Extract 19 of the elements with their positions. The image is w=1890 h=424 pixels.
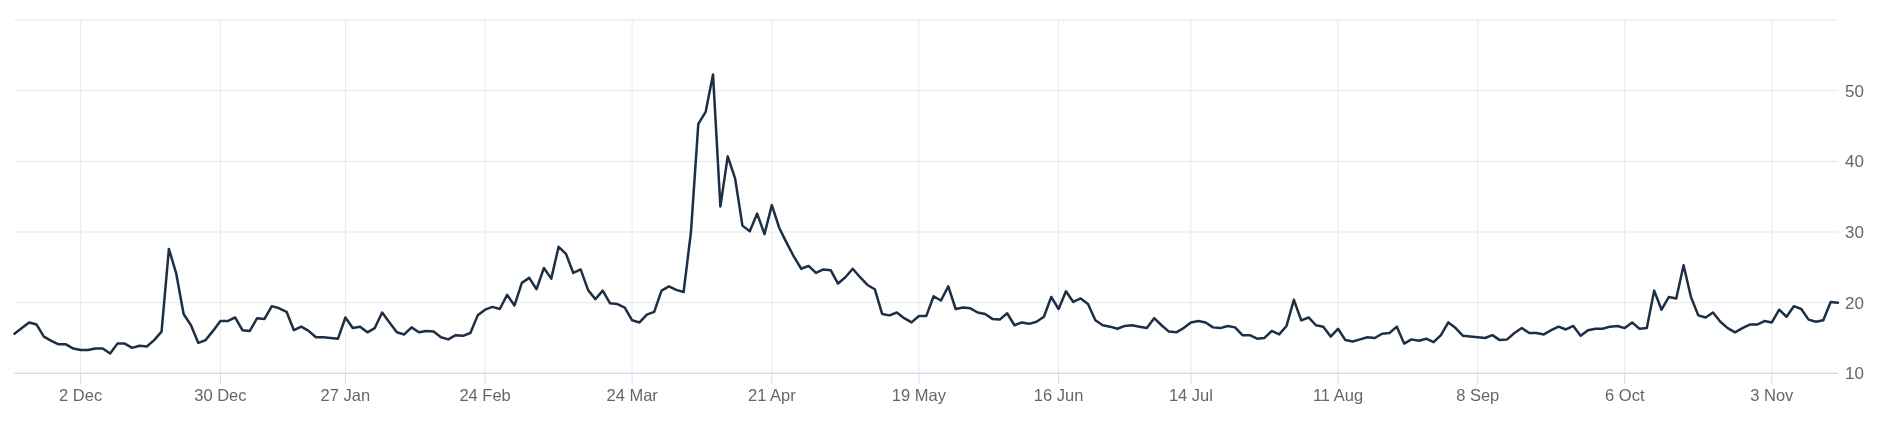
x-tick-label: 3 Nov: [1750, 386, 1795, 404]
x-tick-label: 2 Dec: [59, 386, 103, 404]
line-series: [13, 73, 1840, 355]
x-tick-label: 30 Dec: [194, 386, 247, 404]
x-tick-label: 11 Aug: [1312, 386, 1364, 404]
x-tick-label: 6 Oct: [1605, 386, 1645, 404]
y-tick-label: 10: [1845, 364, 1864, 384]
x-tick-label: 16 Jun: [1033, 386, 1084, 404]
y-tick-label: 50: [1845, 81, 1864, 101]
x-tick-label: 8 Sep: [1456, 386, 1500, 404]
y-tick-label: 20: [1845, 293, 1864, 313]
x-tick-label: 24 Feb: [459, 386, 511, 404]
y-tick-label: 30: [1845, 222, 1864, 242]
x-tick-label: 24 Mar: [606, 386, 659, 404]
y-tick-label: 40: [1845, 152, 1864, 172]
x-tick-label: 21 Apr: [747, 386, 797, 404]
x-tick-label: 19 May: [891, 386, 947, 404]
x-tick-label: 27 Jan: [320, 386, 371, 404]
x-tick-label: 14 Jul: [1168, 386, 1213, 404]
